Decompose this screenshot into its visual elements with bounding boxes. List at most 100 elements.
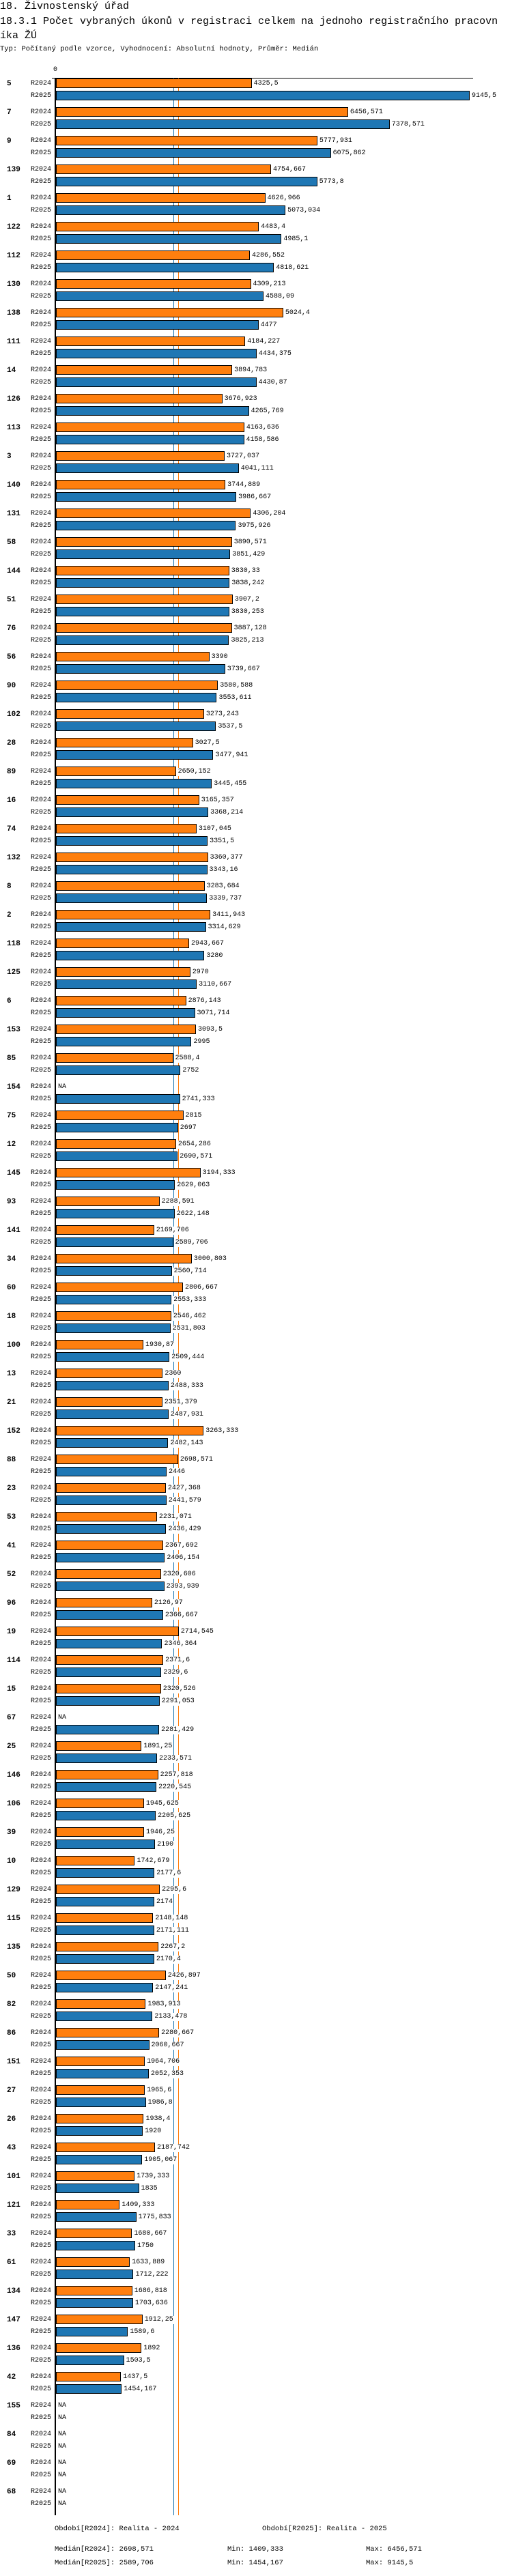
category-label: 75 (7, 1112, 16, 1120)
series-label: R2024 (31, 997, 52, 1005)
value-label: 2233,571 (158, 1755, 193, 1763)
value-label: 2170,4 (155, 1956, 182, 1964)
category-label: 15 (7, 1685, 16, 1693)
series-label: R2025 (31, 2443, 52, 2450)
min-r2024: Min: 1409,333 (227, 2545, 283, 2553)
value-label: NA (57, 2488, 68, 2496)
bar-r2025 (56, 320, 259, 330)
series-label: R2025 (31, 1497, 52, 1504)
series-label: R2025 (31, 1210, 52, 1218)
series-label: R2024 (31, 1227, 52, 1234)
bar-r2024 (56, 480, 226, 489)
series-label: R2025 (31, 666, 52, 673)
series-label: R2025 (31, 493, 52, 501)
value-label: 3165,357 (200, 797, 235, 805)
max-r2024: Max: 6456,571 (366, 2545, 422, 2553)
value-label: 4818,621 (275, 264, 310, 272)
category-label: 136 (7, 2345, 20, 2353)
bar-r2025 (56, 2327, 128, 2336)
series-label: R2024 (31, 1169, 52, 1177)
bar-r2024 (56, 996, 186, 1005)
series-label: R2024 (31, 281, 52, 288)
bar-r2024 (56, 537, 232, 547)
series-label: R2025 (31, 149, 52, 157)
series-label: R2025 (31, 1927, 52, 1934)
value-label: 2257,818 (159, 1771, 194, 1779)
bar-r2024 (56, 1483, 166, 1493)
value-label: 2320,526 (162, 1685, 197, 1693)
category-label: 85 (7, 1055, 16, 1063)
series-label: R2024 (31, 1313, 52, 1320)
value-label: 3838,242 (231, 579, 266, 588)
bar-r2025 (56, 349, 257, 358)
value-label: 2714,545 (180, 1628, 214, 1636)
series-label: R2025 (31, 551, 52, 558)
series-label: R2025 (31, 2500, 52, 2508)
value-label: 2806,667 (184, 1284, 218, 1292)
bar-r2025 (56, 1782, 157, 1792)
series-label: R2024 (31, 1657, 52, 1664)
category-label: 154 (7, 1083, 20, 1091)
value-label: 3280 (205, 952, 224, 960)
category-label: 129 (7, 1886, 20, 1894)
category-label: 145 (7, 1169, 20, 1177)
value-label: 2295,6 (161, 1886, 188, 1894)
value-label: 3107,045 (197, 825, 232, 833)
value-label: 2281,429 (160, 1726, 195, 1734)
value-label: 2509,444 (171, 1354, 205, 1362)
series-label: R2025 (31, 1038, 52, 1046)
bar-r2025 (56, 1065, 181, 1075)
series-label: R2025 (31, 2128, 52, 2135)
value-label: 2174 (156, 1898, 174, 1906)
value-label: 3537,5 (217, 723, 244, 731)
value-label: 3477,941 (214, 752, 249, 760)
value-label: 1920 (144, 2128, 162, 2136)
value-label: 3390 (210, 653, 229, 661)
value-label: 5024,4 (284, 309, 311, 317)
bar-r2025 (56, 1151, 178, 1161)
min-r2025: Min: 1454,167 (227, 2559, 283, 2567)
category-label: 101 (7, 2173, 20, 2181)
value-label: 2351,379 (163, 1399, 198, 1407)
series-label: R2025 (31, 2156, 52, 2164)
category-label: 106 (7, 1800, 20, 1808)
series-label: R2025 (31, 2185, 52, 2192)
value-label: 4985,1 (283, 235, 309, 244)
category-label: 23 (7, 1485, 16, 1493)
series-label: R2025 (31, 2414, 52, 2422)
bar-r2024 (56, 1569, 161, 1579)
series-label: R2024 (31, 596, 52, 603)
value-label: 4626,966 (266, 195, 301, 203)
value-label: NA (57, 1714, 68, 1722)
category-label: 82 (7, 2001, 16, 2009)
bar-r2024 (56, 1025, 196, 1034)
category-label: 139 (7, 166, 20, 174)
category-label: 33 (7, 2230, 16, 2238)
series-label: R2025 (31, 981, 52, 988)
category-label: 90 (7, 682, 16, 690)
series-label: R2025 (31, 407, 52, 415)
series-label: R2025 (31, 895, 52, 902)
chart-title-line1: 18.3.1 Počet vybraných úkonů v registrac… (0, 16, 498, 27)
series-label: R2025 (31, 1640, 52, 1648)
bar-r2024 (56, 910, 211, 919)
bar-r2025 (56, 1352, 170, 1362)
category-label: 53 (7, 1513, 16, 1521)
series-label: R2025 (31, 1411, 52, 1418)
bar-r2024 (56, 78, 252, 88)
category-label: 134 (7, 2287, 20, 2295)
bar-r2025 (56, 205, 286, 215)
category-label: 89 (7, 768, 16, 776)
value-label: 3000,803 (193, 1255, 227, 1263)
value-label: 2487,931 (169, 1411, 204, 1419)
value-label: 2531,803 (171, 1325, 206, 1333)
value-label: 3744,889 (227, 481, 261, 489)
value-label: 2205,625 (157, 1812, 192, 1820)
series-label: R2024 (31, 2259, 52, 2266)
category-label: 41 (7, 1542, 16, 1550)
series-label: R2024 (31, 2144, 52, 2151)
bar-r2025 (56, 148, 331, 158)
chart-title-line2: íka ŽÚ (0, 30, 38, 42)
value-label: 2943,667 (190, 940, 225, 948)
value-label: 2148,148 (154, 1915, 189, 1923)
